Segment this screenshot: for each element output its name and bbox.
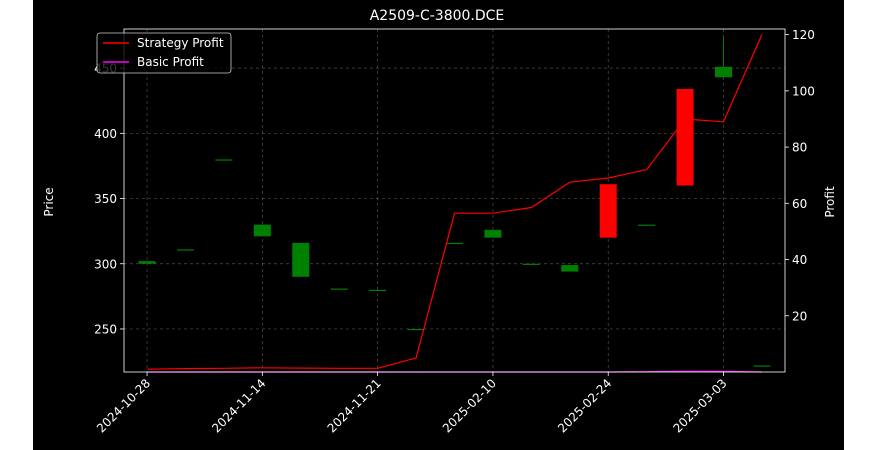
candle-body: [638, 224, 656, 226]
candle-body: [253, 224, 271, 237]
y-tick-label-right: 80: [792, 141, 807, 155]
candle-body: [407, 328, 425, 331]
candle-body: [330, 288, 348, 290]
y-tick-label-right: 120: [792, 28, 815, 42]
chart-figure: A2509-C-3800.DCE 25030035040045020406080…: [33, 0, 844, 450]
y-tick-label-right: 60: [792, 197, 807, 211]
candle-body: [292, 242, 310, 277]
line-layer: [147, 34, 763, 373]
candle-body: [369, 289, 387, 292]
x-tick-label: 2024-11-21: [325, 376, 384, 435]
candle-body: [561, 265, 579, 272]
plot-frame: [123, 28, 786, 373]
candle-body: [599, 184, 617, 238]
candle-body: [446, 242, 463, 245]
legend-label-basic: Basic Profit: [137, 55, 204, 69]
candle-body: [176, 249, 194, 251]
y-axis-label-left: Price: [42, 187, 56, 216]
axis-layer: 250300350400450204060801001202024-10-282…: [94, 28, 815, 435]
y-tick-label-left: 400: [94, 127, 117, 141]
y-tick-label-right: 100: [792, 84, 815, 98]
grid-layer: [124, 29, 785, 372]
x-tick-label: 2025-02-10: [440, 376, 499, 435]
legend: Strategy Profit Basic Profit: [96, 32, 232, 74]
candle-body: [676, 88, 694, 186]
candle-body: [522, 263, 540, 265]
x-tick-label: 2025-02-24: [555, 376, 614, 435]
candlestick-chart: A2509-C-3800.DCE 25030035040045020406080…: [42, 8, 837, 435]
candle-body: [715, 66, 733, 78]
x-tick-label: 2025-03-03: [670, 376, 729, 435]
legend-label-strategy: Strategy Profit: [137, 36, 224, 50]
legend-box: [96, 32, 232, 74]
candle-body: [138, 261, 156, 264]
y-tick-label-left: 350: [94, 192, 117, 206]
candle-layer: [138, 35, 771, 367]
candle-body: [484, 229, 502, 238]
y-tick-label-right: 20: [792, 309, 807, 323]
candle-body: [753, 365, 771, 367]
x-tick-label: 2024-11-14: [209, 376, 268, 435]
candle-body: [215, 159, 233, 161]
y-tick-label-left: 300: [94, 257, 117, 271]
y-axis-label-right: Profit: [823, 186, 837, 218]
y-tick-label-right: 40: [792, 253, 807, 267]
chart-title: A2509-C-3800.DCE: [370, 8, 505, 24]
x-tick-label: 2024-10-28: [94, 376, 153, 435]
y-tick-label-left: 250: [94, 322, 117, 336]
strategy-profit-line: [147, 34, 763, 370]
